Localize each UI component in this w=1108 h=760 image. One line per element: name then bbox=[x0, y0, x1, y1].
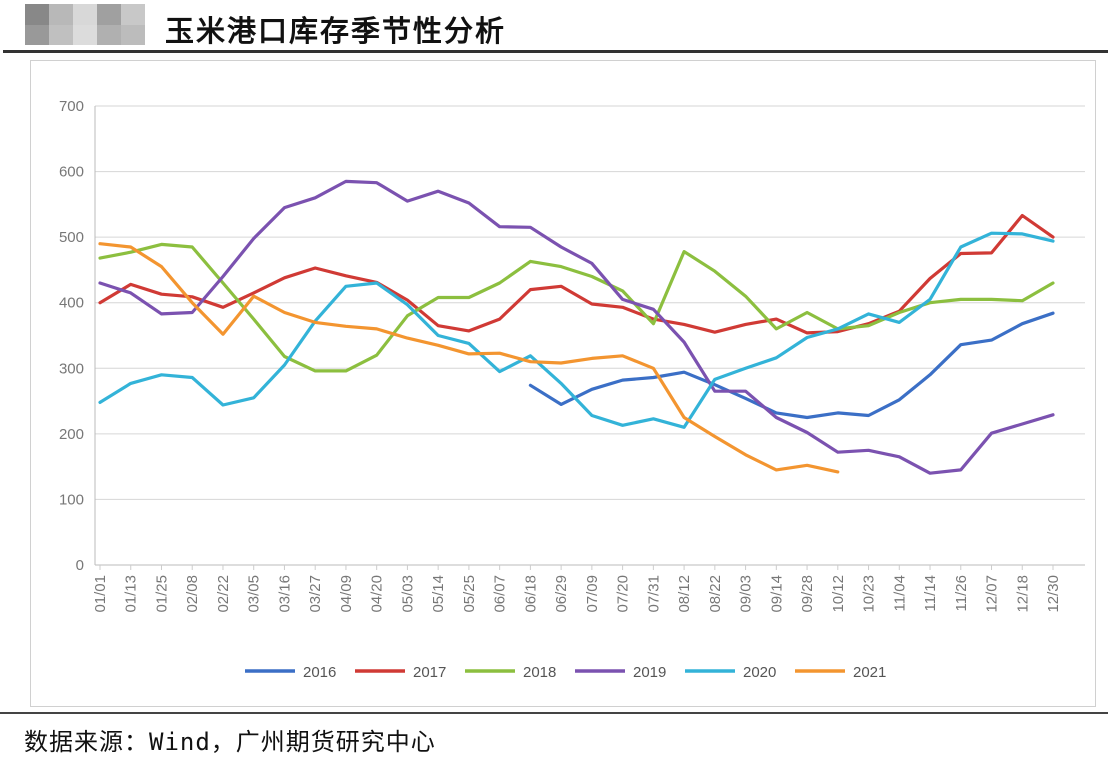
x-tick-label: 09/03 bbox=[738, 575, 755, 613]
legend-label: 2020 bbox=[743, 664, 776, 681]
legend-label: 2019 bbox=[633, 664, 666, 681]
legend-label: 2017 bbox=[413, 664, 446, 681]
legend-label: 2021 bbox=[853, 664, 886, 681]
series-line-2020 bbox=[98, 231, 1055, 429]
x-tick-label: 11/26 bbox=[953, 575, 970, 611]
y-tick-label: 200 bbox=[59, 426, 84, 443]
series-line-2016 bbox=[528, 311, 1055, 420]
x-tick-label: 02/22 bbox=[215, 575, 232, 613]
x-tick-label: 06/18 bbox=[522, 575, 539, 613]
y-tick-label: 300 bbox=[59, 360, 84, 377]
x-tick-label: 07/20 bbox=[615, 575, 632, 613]
x-tick-label: 12/30 bbox=[1045, 575, 1062, 613]
x-tick-label: 12/18 bbox=[1014, 575, 1031, 613]
x-tick-label: 08/12 bbox=[676, 575, 693, 613]
logo-mosaic bbox=[25, 4, 145, 45]
y-tick-label: 500 bbox=[59, 229, 84, 246]
x-tick-label: 07/09 bbox=[584, 575, 601, 613]
legend-label: 2016 bbox=[303, 664, 336, 681]
x-tick-label: 06/07 bbox=[492, 575, 509, 613]
legend-label: 2018 bbox=[523, 664, 556, 681]
x-tick-label: 01/13 bbox=[123, 575, 140, 613]
header-divider bbox=[3, 50, 1108, 53]
x-tick-label: 10/12 bbox=[830, 575, 847, 613]
x-tick-label: 11/14 bbox=[922, 575, 939, 611]
x-tick-label: 03/16 bbox=[276, 575, 293, 613]
x-tick-label: 03/27 bbox=[307, 575, 324, 613]
x-tick-label: 07/31 bbox=[645, 575, 662, 613]
x-tick-label: 04/20 bbox=[369, 575, 386, 613]
x-tick-label: 11/04 bbox=[891, 575, 908, 611]
x-tick-label: 05/14 bbox=[430, 575, 447, 613]
page-title: 玉米港口库存季节性分析 bbox=[165, 14, 507, 48]
chart-frame bbox=[30, 60, 1096, 707]
x-tick-label: 05/25 bbox=[461, 575, 478, 613]
x-tick-label: 01/25 bbox=[153, 575, 170, 613]
y-tick-label: 600 bbox=[59, 164, 84, 181]
x-tick-label: 01/01 bbox=[92, 575, 109, 613]
x-tick-label: 05/03 bbox=[399, 575, 416, 613]
x-tick-label: 09/14 bbox=[768, 575, 785, 613]
y-tick-label: 700 bbox=[59, 98, 84, 115]
y-tick-label: 100 bbox=[59, 491, 84, 508]
series-line-2019 bbox=[98, 179, 1055, 475]
x-tick-label: 12/07 bbox=[984, 575, 1001, 613]
x-tick-label: 08/22 bbox=[707, 575, 724, 613]
x-tick-label: 03/05 bbox=[246, 575, 263, 613]
x-tick-label: 10/23 bbox=[861, 575, 878, 613]
y-tick-label: 400 bbox=[59, 295, 84, 312]
y-tick-label: 0 bbox=[76, 557, 84, 574]
series-line-2018 bbox=[98, 242, 1055, 373]
source-note: 数据来源：Wind，广州期货研究中心 bbox=[24, 728, 436, 756]
footer-divider bbox=[0, 712, 1108, 714]
x-tick-label: 02/08 bbox=[184, 575, 201, 613]
x-tick-label: 04/09 bbox=[338, 575, 355, 613]
series-line-2021 bbox=[98, 242, 840, 474]
x-tick-label: 06/29 bbox=[553, 575, 570, 613]
x-tick-label: 09/28 bbox=[799, 575, 816, 613]
